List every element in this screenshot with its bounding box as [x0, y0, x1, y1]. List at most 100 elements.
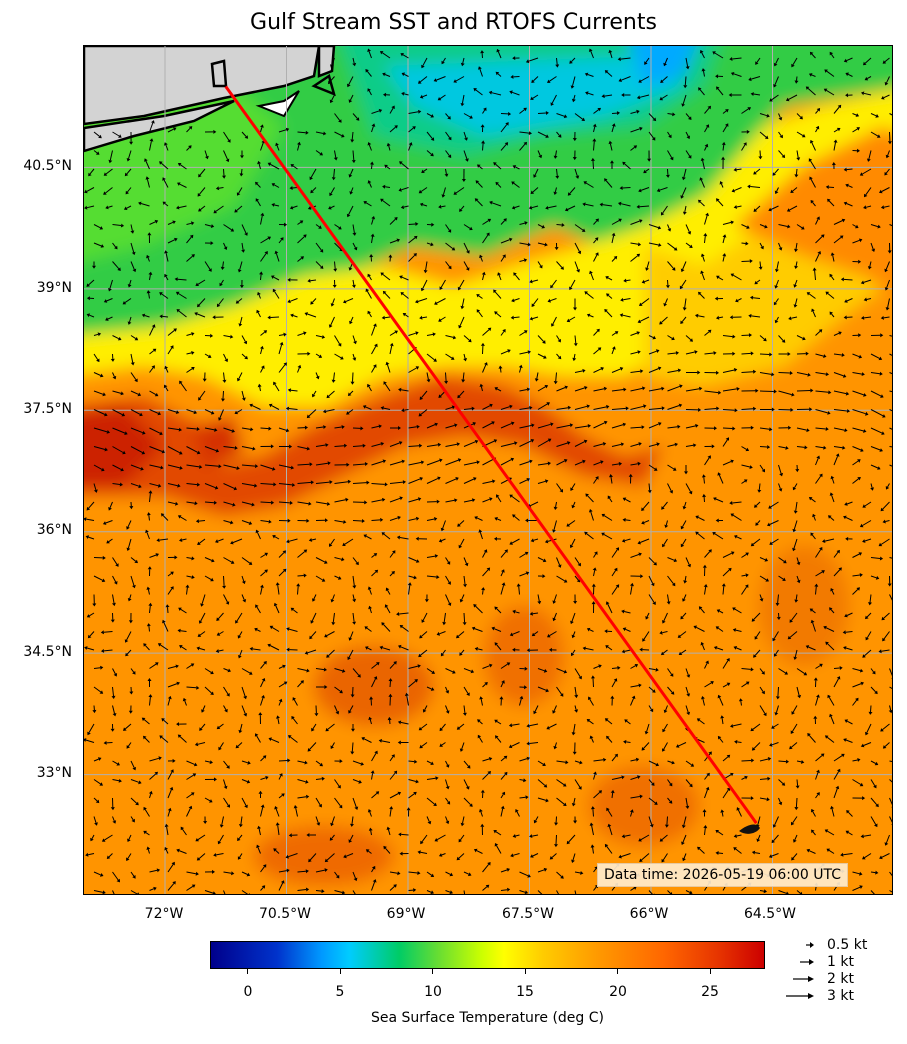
current-arrowhead — [311, 727, 315, 732]
current-arrow — [108, 853, 113, 858]
current-arrow — [86, 518, 95, 521]
current-arrowhead — [860, 834, 864, 839]
current-arrowhead — [489, 497, 493, 501]
current-arrowhead — [418, 80, 422, 84]
current-arrow — [223, 224, 232, 231]
current-arrowhead — [306, 414, 311, 419]
current-arrowhead — [661, 386, 665, 391]
current-arrow — [130, 353, 134, 363]
current-arrowhead — [751, 758, 755, 763]
current-arrow — [389, 772, 396, 780]
current-arrowhead — [399, 496, 403, 501]
lat-label: 40.5°N — [23, 158, 72, 174]
current-arrowhead — [529, 279, 533, 284]
current-arrowhead — [863, 61, 867, 66]
current-arrow — [199, 187, 206, 195]
current-arrow — [167, 483, 178, 487]
current-arrowhead — [239, 173, 244, 177]
current-arrowhead — [573, 601, 578, 604]
current-arrow — [345, 298, 354, 303]
current-arrowhead — [643, 169, 647, 174]
current-arrowhead — [373, 553, 378, 557]
current-arrow — [426, 333, 434, 336]
current-arrow — [667, 385, 681, 392]
current-arrow — [667, 797, 671, 802]
current-arrow — [833, 446, 843, 449]
current-arrowhead — [205, 155, 209, 160]
current-arrowhead — [745, 241, 749, 246]
current-arrowhead — [860, 743, 865, 748]
current-arrowhead — [141, 450, 146, 455]
current-arrowhead — [329, 837, 334, 841]
current-arrowhead — [235, 620, 239, 624]
current-arrowhead — [145, 176, 150, 180]
current-arrowhead — [783, 559, 787, 564]
current-arrowhead — [248, 561, 253, 565]
current-arrow — [186, 446, 199, 453]
current-arrow — [556, 113, 565, 117]
current-arrow — [889, 890, 892, 893]
current-arrow — [722, 236, 725, 244]
current-arrowhead — [594, 237, 599, 241]
current-arrow — [719, 610, 724, 614]
current-arrowhead — [306, 794, 310, 799]
current-arrow — [241, 242, 244, 250]
current-arrow — [161, 162, 169, 170]
current-arrowhead — [637, 461, 641, 466]
current-arrow — [334, 426, 342, 429]
current-arrowhead — [785, 446, 789, 450]
current-arrow — [814, 270, 816, 281]
current-arrow — [369, 182, 372, 188]
current-arrowhead — [791, 821, 795, 826]
current-arrow — [408, 127, 414, 133]
current-arrow — [645, 168, 650, 172]
current-arrow — [741, 144, 746, 151]
current-arrow — [811, 609, 816, 614]
current-arrowhead — [547, 298, 551, 303]
current-arrow — [256, 735, 261, 743]
current-arrowhead — [283, 332, 287, 337]
current-arrowhead — [246, 779, 251, 784]
current-arrow — [352, 335, 356, 342]
current-arrow — [352, 668, 360, 676]
current-arrow — [459, 279, 465, 289]
current-arrowhead — [812, 267, 817, 271]
current-arrow — [648, 575, 654, 584]
current-arrowhead — [307, 278, 311, 283]
current-arrowhead — [436, 499, 440, 504]
current-arrow — [461, 594, 465, 601]
current-arrowhead — [417, 850, 421, 855]
current-arrowhead — [664, 524, 669, 528]
current-arrow — [149, 697, 151, 706]
sst-map[interactable] — [83, 45, 893, 895]
current-arrow — [257, 312, 261, 318]
current-arrowhead — [860, 280, 865, 285]
current-arrow — [408, 223, 416, 225]
current-arrowhead — [661, 211, 665, 216]
current-arrowhead — [305, 869, 309, 874]
current-arrow — [112, 575, 117, 583]
current-arrowhead — [466, 250, 470, 254]
current-arrow — [648, 113, 655, 120]
current-arrow — [165, 252, 169, 262]
current-arrowhead — [512, 647, 516, 652]
current-arrowhead — [223, 246, 228, 250]
current-arrowhead — [621, 538, 626, 543]
current-arrow — [130, 816, 134, 821]
current-arrowhead — [196, 646, 200, 651]
current-arrow — [223, 353, 227, 360]
current-arrowhead — [224, 358, 228, 363]
current-arrow — [685, 335, 692, 341]
current-arrow — [297, 870, 306, 873]
current-arrow — [611, 463, 620, 466]
current-arrow — [741, 553, 747, 558]
current-arrow — [630, 405, 644, 410]
current-arrowhead — [399, 851, 403, 856]
current-arrowhead — [341, 890, 346, 894]
current-arrow — [718, 474, 724, 484]
current-arrowhead — [735, 298, 739, 303]
current-arrow — [130, 483, 140, 487]
current-arrow — [331, 742, 335, 747]
current-arrowhead — [656, 188, 661, 193]
current-arrow — [886, 279, 890, 288]
